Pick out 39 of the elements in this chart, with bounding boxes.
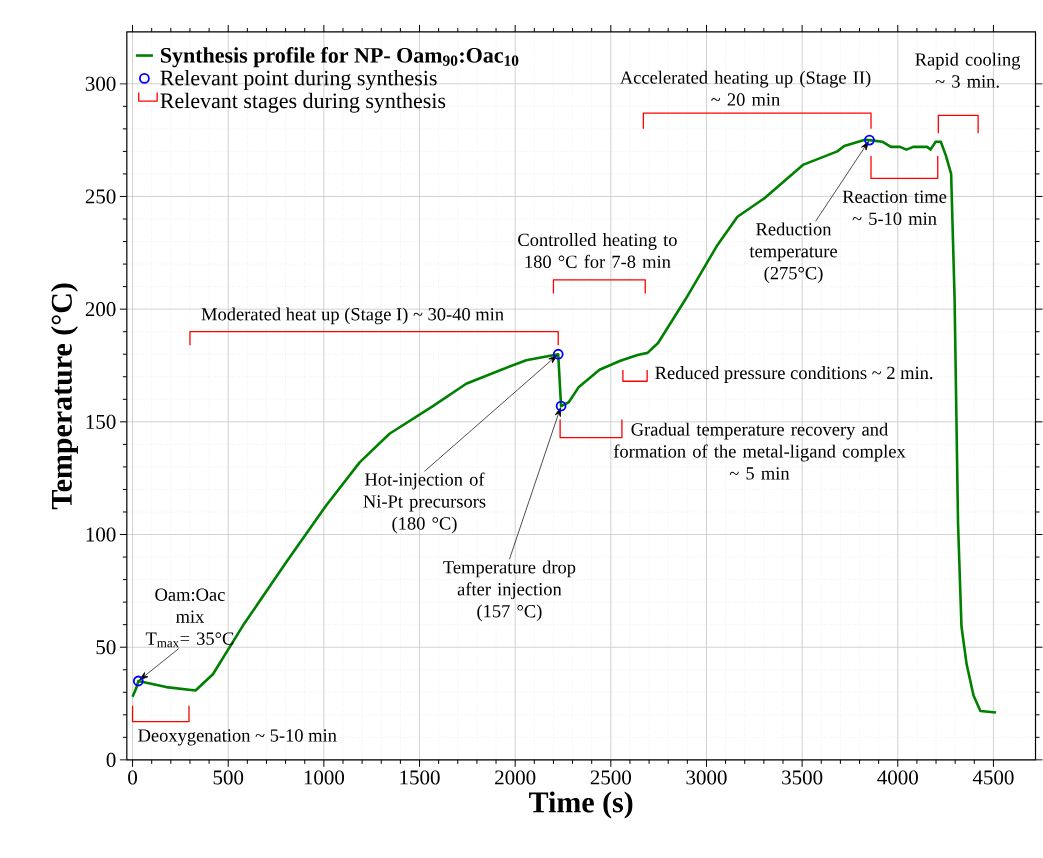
y-tick-label: 250 xyxy=(85,189,116,204)
point xyxy=(552,348,564,360)
x-tick-label: 1500 xyxy=(400,770,440,785)
annotation: Temperature drop after injection (157 °C) xyxy=(443,560,576,622)
x-tick-label: 500 xyxy=(213,770,244,785)
annotation: Controlled heating to 180 °C for 7-8 min xyxy=(518,233,677,269)
legend-label: Relevant stages during synthesis xyxy=(160,92,446,113)
y-axis-title: Temperature (°C) xyxy=(50,283,78,510)
y-tick-label: 50 xyxy=(96,640,116,655)
x-tick-label: 3500 xyxy=(782,770,823,785)
annotation: Reduced pressure conditions ~ 2 min. xyxy=(655,366,933,384)
annotation: Accelerated heating up (Stage II) ~ 20 min xyxy=(620,70,871,106)
annotation: Gradual temperature recovery and formation of the metal-ligand complex ~ 5 min xyxy=(613,422,906,480)
annotation: Deoxygenation ~ 5-10 min xyxy=(138,729,337,746)
x-tick-label: 1000 xyxy=(304,770,345,785)
annotation: Rapid cooling ~ 3 min. xyxy=(915,52,1021,88)
x-tick-label: 0 xyxy=(128,770,138,785)
annotation: Oam:Oac mix T$_{max}$= 35°C xyxy=(145,588,234,648)
x-tick-label: 2000 xyxy=(495,770,536,785)
annotation: Reaction time ~ 5-10 min xyxy=(842,190,947,226)
annotation: Hot-injection of Ni-Pt precursors (180 °C) xyxy=(363,472,486,534)
point xyxy=(555,400,567,412)
x-tick-label: 4000 xyxy=(877,770,918,785)
point xyxy=(864,134,875,146)
line-series xyxy=(131,138,998,714)
y-tick-label: 100 xyxy=(86,527,116,542)
legend-label: Relevant point during synthesis xyxy=(160,70,437,91)
x-tick-label: 4500 xyxy=(972,770,1014,785)
x-tick-label: 2500 xyxy=(590,770,631,785)
annotation: Moderated heat up (Stage I) ~ 30-40 min xyxy=(201,307,504,325)
y-tick-label: 0 xyxy=(106,752,116,768)
x-axis-title: Time (s) xyxy=(529,791,633,819)
point xyxy=(132,675,144,687)
y-tick-label: 300 xyxy=(85,76,116,91)
annotation: Reduction temperature (275°C) xyxy=(749,222,837,284)
text: Synthesis profile for NP- Oam$_{90}$:Oac$_{10}$ xyxy=(161,47,519,68)
y-tick-label: 200 xyxy=(85,302,116,317)
x-tick-label: 3000 xyxy=(686,770,727,785)
y-tick-label: 150 xyxy=(86,414,116,430)
